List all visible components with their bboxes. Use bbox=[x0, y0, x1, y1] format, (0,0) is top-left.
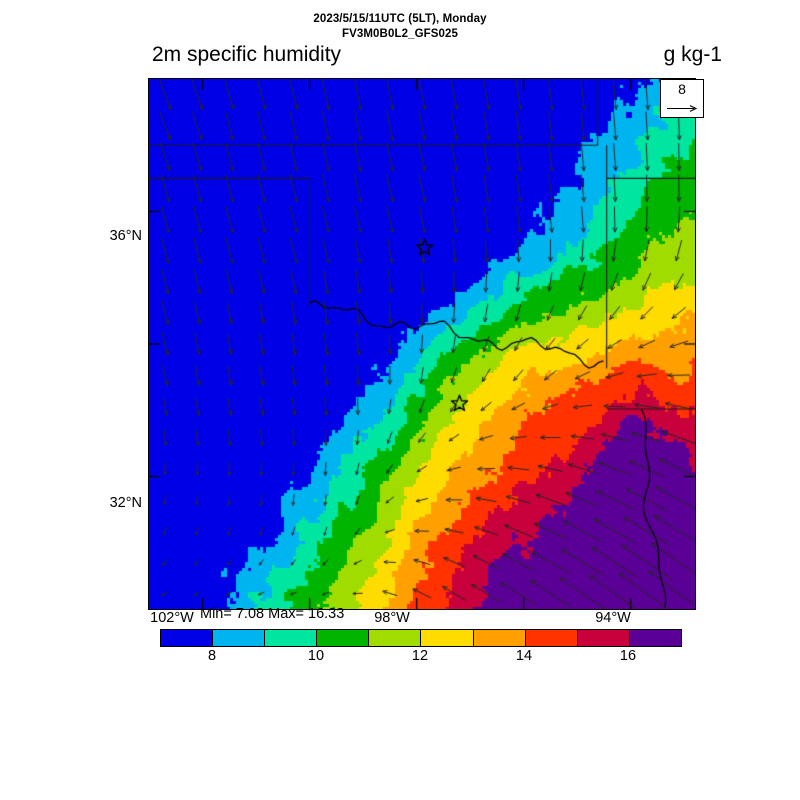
colorbar-cell-9 bbox=[629, 630, 681, 646]
colorbar bbox=[160, 629, 682, 647]
colorbar-cell-2 bbox=[265, 630, 318, 646]
colorbar-tick-12: 12 bbox=[411, 648, 429, 664]
wind-vector-key: 8 bbox=[660, 79, 704, 118]
lat-label-36n: 36°N bbox=[109, 228, 142, 244]
wind-key-value: 8 bbox=[678, 81, 686, 97]
arrow-right-icon bbox=[667, 105, 698, 112]
colorbar-cell-3 bbox=[317, 630, 370, 646]
colorbar-tick-10: 10 bbox=[307, 648, 325, 664]
colorbar-tick-labels: 8 10 12 14 16 bbox=[0, 648, 800, 668]
colorbar-cell-1 bbox=[213, 630, 266, 646]
header-datetime: 2023/5/15/11UTC (5LT), Monday bbox=[313, 13, 487, 25]
colorbar-tick-8: 8 bbox=[207, 648, 217, 664]
colorbar-tick-16: 16 bbox=[619, 648, 637, 664]
lon-label-94w: 94°W bbox=[595, 610, 631, 626]
colorbar-cell-0 bbox=[161, 630, 214, 646]
lon-label-98w: 98°W bbox=[374, 610, 410, 626]
colorbar-cell-6 bbox=[473, 630, 526, 646]
colorbar-cell-8 bbox=[577, 630, 630, 646]
units-label: g kg-1 bbox=[663, 43, 722, 66]
header-model-id: FV3M0B0L2_GFS025 bbox=[341, 28, 458, 40]
map-plot-area bbox=[148, 78, 696, 610]
lon-label-102w: 102°W bbox=[150, 610, 194, 626]
min-max-annotation: Min= 7.08 Max= 16.33 bbox=[200, 606, 345, 622]
colorbar-tick-14: 14 bbox=[515, 648, 533, 664]
colorbar-cell-5 bbox=[421, 630, 474, 646]
lat-label-32n: 32°N bbox=[109, 495, 142, 511]
page-title: 2m specific humidity bbox=[152, 43, 342, 66]
colorbar-cell-7 bbox=[525, 630, 578, 646]
colorbar-cell-4 bbox=[369, 630, 422, 646]
latitude-axis-labels: 36°N 32°N bbox=[86, 0, 142, 800]
map-overlay-canvas bbox=[149, 79, 695, 609]
